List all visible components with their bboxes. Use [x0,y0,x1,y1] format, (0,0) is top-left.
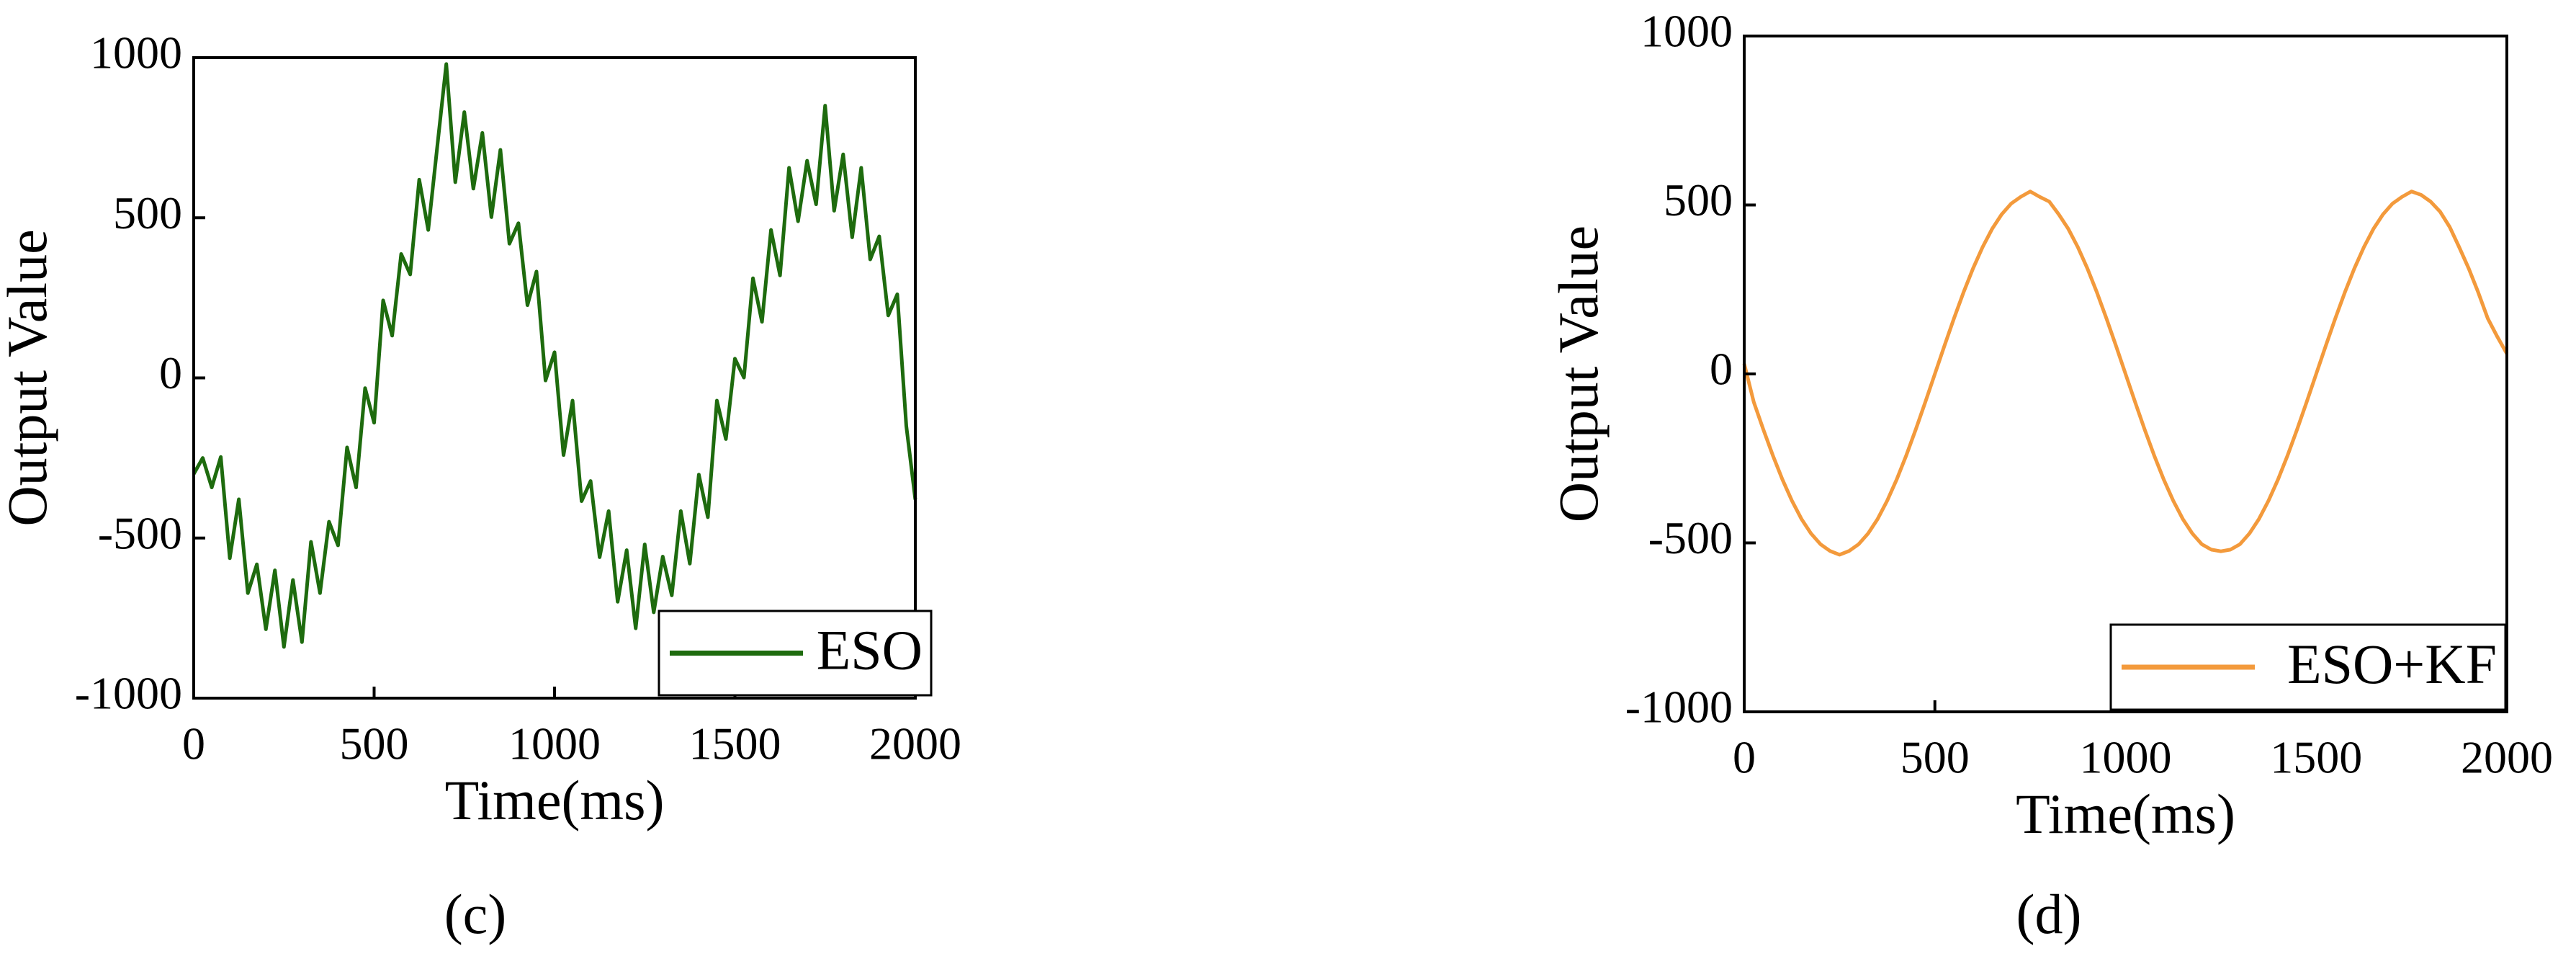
x-tick-label: 500 [340,718,409,769]
legend-label: ESO+KF [2287,633,2497,695]
y-tick-label: -500 [98,507,182,558]
x-axis-label: Time(ms) [445,769,665,831]
x-tick-label: 0 [1733,732,1756,783]
y-tick-label: -500 [1648,512,1733,563]
y-tick-label: -1000 [75,668,182,719]
data-line [192,62,917,649]
x-tick-label: 2000 [2461,732,2553,783]
y-tick-label: -1000 [1625,682,1733,733]
panel-label: (d) [2016,883,2082,945]
y-tick-label: 500 [1664,174,1733,226]
x-tick-label: 1500 [689,718,781,769]
data-line [1742,189,2509,557]
y-tick-label: 0 [159,347,182,398]
x-axis-label: Time(ms) [2016,782,2235,845]
y-tick-label: 0 [1710,344,1733,395]
legend-label: ESO [817,618,923,681]
x-tick-label: 1500 [2270,732,2362,783]
x-tick-label: 500 [1900,732,1970,783]
x-tick-label: 2000 [869,718,961,769]
panel-label: (c) [444,883,507,945]
y-axis-label: Output Value [1547,226,1610,522]
y-tick-label: 500 [113,187,182,238]
y-tick-label: 1000 [90,27,182,79]
y-axis-label: Output Value [0,229,58,526]
x-tick-label: 0 [182,718,205,769]
x-tick-label: 1000 [508,718,601,769]
y-tick-label: 1000 [1641,6,1733,57]
plot-frame [192,56,917,700]
x-tick-label: 1000 [2080,732,2172,783]
